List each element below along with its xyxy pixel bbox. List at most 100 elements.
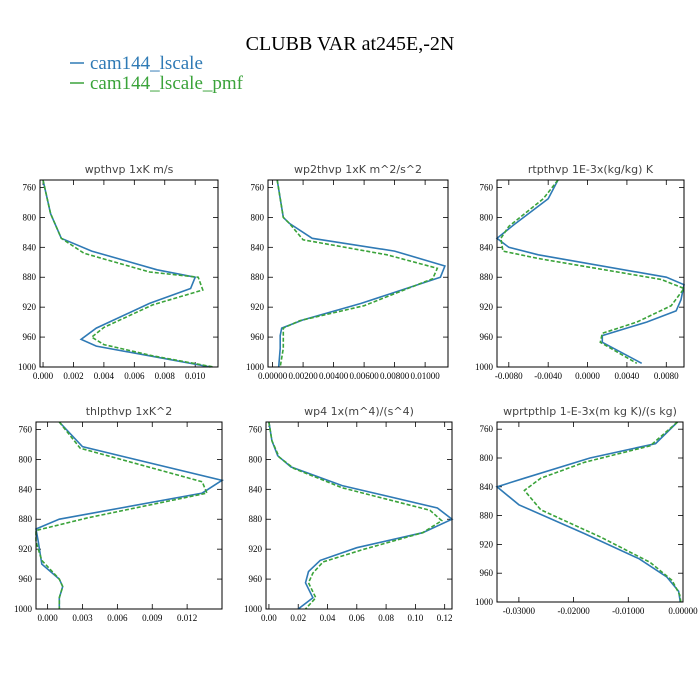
panel-4: thlpthvp 1xK^2 0.000 0.003 0.006 0.009 0.012 7… (14, 405, 225, 623)
y-tick-label: 1000 (14, 604, 33, 614)
y-tick-label: 800 (249, 454, 263, 464)
y-tick-label: 800 (480, 453, 494, 463)
x-tick-label: 0.01000 (410, 371, 440, 381)
x-tick-label: 0.012 (177, 613, 197, 623)
series-line-lscale (268, 421, 454, 610)
panel-2: wp2thvp 1xK m^2/s^2 0.00000 0.00200 0.00400… (246, 163, 449, 381)
panel-3: rtpthvp 1E-3x(kg/kg) K -0.0080 -0.0040 0.00… (475, 163, 686, 381)
x-tick-label: 0.02 (290, 613, 306, 623)
y-tick-label: 920 (251, 302, 265, 312)
x-tick-label: 0.0000 (575, 371, 600, 381)
panel-title: wpthvp 1xK m/s (85, 163, 174, 176)
x-tick-label: 0.00400 (319, 371, 349, 381)
plot-frame (496, 179, 685, 368)
y-tick-label: 880 (251, 272, 265, 282)
y-tick-label: 960 (480, 568, 494, 578)
series-line-lscale-pmf (500, 179, 686, 364)
x-tick-label: -0.03000 (503, 606, 536, 616)
series-line-lscale (495, 421, 682, 603)
y-tick-label: 920 (249, 544, 263, 554)
y-tick-label: 880 (480, 272, 494, 282)
x-tick-label: 0.0040 (615, 371, 640, 381)
x-tick-label: 0.006 (124, 371, 145, 381)
y-tick-label: 840 (480, 482, 494, 492)
y-tick-label: 920 (23, 302, 37, 312)
series-line-lscale (35, 421, 225, 609)
y-tick-label: 760 (480, 424, 494, 434)
x-tick-label: -0.01000 (612, 606, 645, 616)
panel-5: wp4 1x(m^4)/(s^4) 0.00 0.02 0.04 0.06 0.08 0.1… (244, 405, 454, 623)
x-tick-label: -0.02000 (557, 606, 590, 616)
x-tick-label: 0.04 (320, 613, 336, 623)
panel-title: rtpthvp 1E-3x(kg/kg) K (528, 163, 654, 176)
x-tick-label: 0.08 (378, 613, 394, 623)
x-tick-label: 0.00800 (380, 371, 410, 381)
y-tick-label: 760 (249, 424, 263, 434)
y-tick-label: 760 (251, 182, 265, 192)
y-tick-label: 920 (19, 544, 33, 554)
y-tick-label: 880 (480, 511, 494, 521)
y-tick-label: 800 (19, 454, 33, 464)
panel-title: thlpthvp 1xK^2 (86, 405, 173, 418)
panel-title: wp4 1x(m^4)/(s^4) (304, 405, 414, 418)
x-tick-label: 0.06 (349, 613, 365, 623)
y-tick-label: 840 (23, 242, 37, 252)
panel-6: wprtpthlp 1-E-3x(m kg K)/(s kg) -0.03000 -… (475, 405, 698, 616)
y-tick-label: 840 (480, 242, 494, 252)
series-line-lscale-pmf (523, 421, 682, 603)
y-tick-label: 960 (480, 332, 494, 342)
y-tick-label: 1000 (246, 362, 265, 372)
y-tick-label: 800 (480, 212, 494, 222)
x-tick-label: 0.12 (437, 613, 453, 623)
series-line-lscale (276, 179, 446, 368)
plot-frame (35, 421, 223, 610)
y-tick-label: 1000 (475, 362, 494, 372)
y-tick-label: 840 (249, 484, 263, 494)
x-tick-label: 0.10 (408, 613, 424, 623)
x-tick-label: 0.00200 (288, 371, 318, 381)
series-line-lscale-pmf (42, 179, 214, 368)
y-tick-label: 960 (249, 574, 263, 584)
legend-label-lscale-pmf: cam144_lscale_pmf (90, 73, 244, 94)
x-tick-label: 0.003 (72, 613, 93, 623)
panel-1: wpthvp 1xK m/s 0.000 0.002 0.004 0.006 0.008 0… (18, 163, 219, 381)
series-line-lscale-pmf (35, 421, 209, 609)
y-tick-label: 1000 (18, 362, 37, 372)
y-tick-label: 880 (19, 514, 33, 524)
y-tick-label: 800 (23, 212, 37, 222)
series-line-lscale-pmf (268, 421, 444, 610)
y-tick-label: 880 (249, 514, 263, 524)
y-tick-label: 1000 (475, 597, 494, 607)
x-tick-label: 0.002 (63, 371, 83, 381)
x-tick-label: 0.006 (107, 613, 128, 623)
x-tick-label: 0.00000 (258, 371, 288, 381)
x-tick-label: 0.00 (261, 613, 277, 623)
y-tick-label: 840 (19, 484, 33, 494)
series-line-lscale (495, 179, 685, 365)
y-tick-label: 920 (480, 302, 494, 312)
y-tick-label: 960 (19, 574, 33, 584)
x-tick-label: 0.010 (185, 371, 206, 381)
panels: wpthvp 1xK m/s0.000 0.002 0.004 0.006 0.008 0… (14, 163, 698, 623)
plot-frame (496, 421, 684, 603)
legend-label-lscale: cam144_lscale (90, 53, 203, 74)
x-tick-label: 0.00600 (349, 371, 379, 381)
y-tick-label: 760 (23, 182, 37, 192)
y-tick-label: 840 (251, 242, 265, 252)
panel-title: wprtpthlp 1-E-3x(m kg K)/(s kg) (503, 405, 677, 418)
x-tick-label: 0.00000 (668, 606, 698, 616)
y-tick-label: 760 (19, 424, 33, 434)
x-tick-label: 0.000 (33, 371, 54, 381)
y-tick-label: 800 (251, 212, 265, 222)
y-tick-label: 960 (251, 332, 265, 342)
figure-legend: cam144_lscale cam144_lscale_pmf (70, 53, 244, 94)
x-tick-label: 0.000 (38, 613, 59, 623)
x-tick-label: 0.009 (142, 613, 163, 623)
x-tick-label: 0.0080 (654, 371, 679, 381)
plot-frame (267, 179, 449, 368)
series-line-lscale-pmf (276, 179, 439, 368)
plot-frame (39, 179, 219, 368)
plot-frame (265, 421, 453, 610)
x-tick-label: 0.004 (94, 371, 115, 381)
